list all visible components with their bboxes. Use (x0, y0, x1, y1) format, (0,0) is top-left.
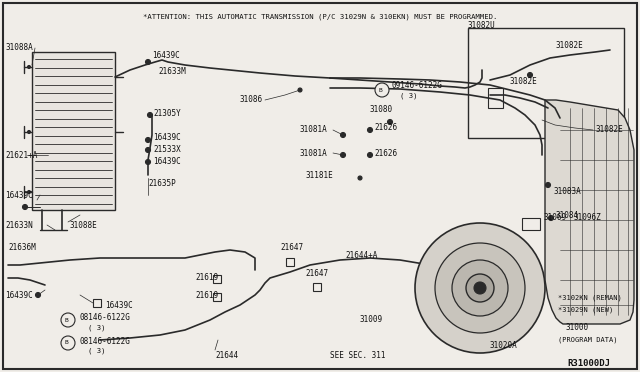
Circle shape (147, 112, 152, 118)
Text: ( 3): ( 3) (88, 348, 106, 354)
Text: 21621+A: 21621+A (5, 151, 37, 160)
Text: 31020A: 31020A (490, 234, 518, 243)
Circle shape (145, 148, 150, 153)
Bar (313, 283, 321, 291)
Circle shape (145, 138, 150, 142)
Text: 21647: 21647 (305, 269, 328, 278)
Text: 31084: 31084 (555, 211, 578, 219)
Circle shape (358, 176, 362, 180)
Bar (286, 258, 294, 266)
Text: 21619: 21619 (195, 273, 218, 282)
Text: 31081A: 31081A (300, 125, 328, 135)
Text: 31020A: 31020A (490, 340, 518, 350)
Text: 31082E: 31082E (555, 41, 583, 49)
Bar (32, 52, 115, 210)
Text: SEE SEC. 311: SEE SEC. 311 (330, 350, 385, 359)
Circle shape (435, 243, 525, 333)
Text: ( 3): ( 3) (400, 93, 417, 99)
Circle shape (22, 205, 28, 209)
Text: 21633M: 21633M (158, 67, 186, 77)
Text: B: B (64, 340, 68, 346)
Circle shape (474, 282, 486, 294)
Text: ( 3): ( 3) (88, 325, 106, 331)
Circle shape (35, 292, 40, 298)
Circle shape (548, 215, 554, 221)
Text: 16439C: 16439C (153, 157, 180, 167)
Circle shape (367, 153, 372, 157)
Bar (213, 293, 221, 301)
Text: 21305Y: 21305Y (153, 109, 180, 118)
Circle shape (28, 131, 31, 134)
Circle shape (145, 60, 150, 64)
Circle shape (415, 223, 545, 353)
Text: 16439C: 16439C (153, 132, 180, 141)
Text: 16439C: 16439C (152, 51, 180, 60)
Text: 21644+A: 21644+A (345, 250, 378, 260)
Text: 31069: 31069 (543, 214, 566, 222)
Text: 31081A: 31081A (300, 148, 328, 157)
Text: 31088E: 31088E (70, 221, 98, 230)
Circle shape (452, 260, 508, 316)
Text: 21633N: 21633N (5, 221, 33, 230)
Circle shape (387, 119, 392, 125)
Circle shape (28, 190, 31, 193)
Text: 31088A: 31088A (5, 44, 33, 52)
Text: 31096Z: 31096Z (573, 214, 601, 222)
Text: 21636M: 21636M (8, 244, 36, 253)
Text: 31086: 31086 (240, 96, 263, 105)
Text: 31082E: 31082E (510, 77, 538, 87)
Text: 31080: 31080 (370, 106, 393, 115)
Text: *ATTENTION: THIS AUTOMATIC TRANSMISSION (P/C 31029N & 310EKN) MUST BE PROGRAMMED: *ATTENTION: THIS AUTOMATIC TRANSMISSION … (143, 13, 497, 19)
Circle shape (545, 183, 550, 187)
Bar (213, 275, 221, 283)
Text: *31029N (NEW): *31029N (NEW) (558, 307, 613, 313)
Text: B: B (64, 317, 68, 323)
Bar (93, 299, 101, 307)
Text: 21626: 21626 (374, 124, 397, 132)
Circle shape (340, 132, 346, 138)
Text: 21626: 21626 (374, 148, 397, 157)
Text: 16439C: 16439C (5, 190, 33, 199)
Text: R31000DJ: R31000DJ (567, 359, 610, 368)
Text: 21533X: 21533X (153, 145, 180, 154)
Text: (PROGRAM DATA): (PROGRAM DATA) (558, 337, 618, 343)
Text: 21619: 21619 (195, 291, 218, 299)
Text: 31083A: 31083A (553, 187, 580, 196)
Circle shape (28, 65, 31, 68)
Circle shape (375, 83, 389, 97)
Text: 21635P: 21635P (148, 179, 176, 187)
Circle shape (145, 160, 150, 164)
Text: 31082E: 31082E (595, 125, 623, 135)
Circle shape (367, 128, 372, 132)
Text: 09146-6122G: 09146-6122G (392, 80, 443, 90)
Circle shape (298, 88, 302, 92)
Circle shape (61, 336, 75, 350)
Circle shape (340, 153, 346, 157)
Text: 21647: 21647 (280, 244, 303, 253)
Text: 16439C: 16439C (105, 301, 132, 310)
Bar (522, 218, 540, 230)
Bar (488, 88, 503, 108)
Text: 31181E: 31181E (305, 170, 333, 180)
Bar (468, 28, 624, 138)
Text: 31000: 31000 (565, 324, 588, 333)
Text: 08146-6122G: 08146-6122G (80, 337, 131, 346)
Text: 16439C: 16439C (5, 291, 33, 299)
Text: 31082U: 31082U (468, 20, 496, 29)
Text: 21644: 21644 (215, 350, 238, 359)
Polygon shape (545, 100, 634, 324)
Circle shape (527, 73, 532, 77)
Circle shape (466, 274, 494, 302)
Text: *3102KN (REMAN): *3102KN (REMAN) (558, 295, 621, 301)
Text: 31009: 31009 (360, 315, 383, 324)
Circle shape (61, 313, 75, 327)
Text: 08146-6122G: 08146-6122G (80, 314, 131, 323)
Text: B: B (378, 87, 382, 93)
